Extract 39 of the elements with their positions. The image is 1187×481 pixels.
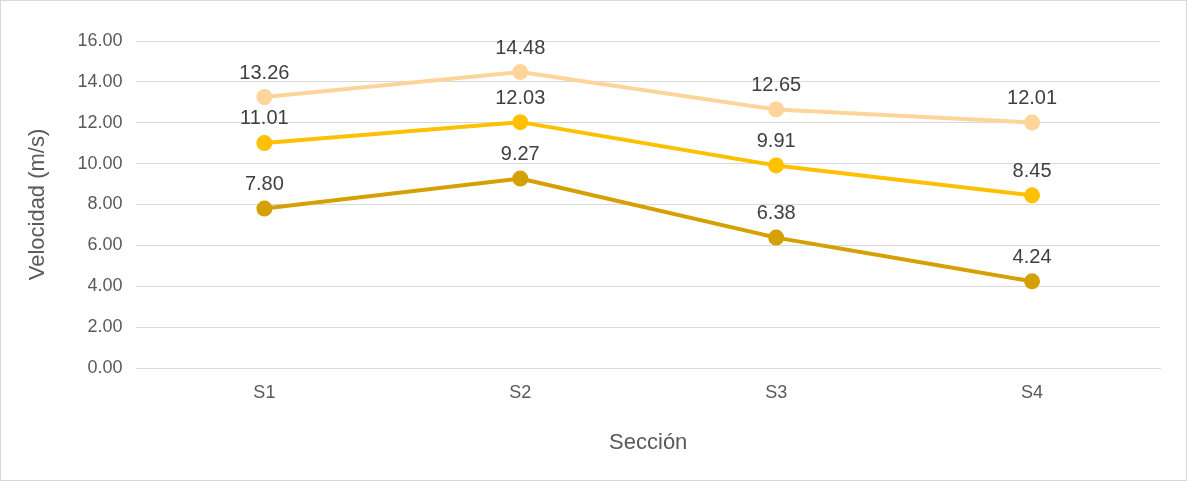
y-tick-label: 10.00 <box>77 152 123 173</box>
point <box>256 89 273 105</box>
y-tick-label: 4.00 <box>87 275 123 296</box>
x-axis-title: Sección <box>609 428 688 454</box>
point <box>1024 114 1041 131</box>
data-label: 14.48 <box>495 35 546 58</box>
data-label: 11.01 <box>240 106 289 129</box>
y-tick-label: 2.00 <box>87 316 123 337</box>
y-tick-label: 16.00 <box>77 29 123 50</box>
point <box>1024 187 1041 204</box>
y-tick-label: 6.00 <box>87 234 123 255</box>
data-label: 13.26 <box>239 60 290 83</box>
point <box>256 134 273 151</box>
x-tick-label: S2 <box>509 381 532 402</box>
data-label: 4.24 <box>1012 244 1052 267</box>
data-label: 12.65 <box>751 72 802 95</box>
y-tick-label: 0.00 <box>87 356 123 377</box>
point <box>768 101 785 118</box>
data-label: 12.03 <box>495 85 546 108</box>
point <box>768 229 785 246</box>
data-label: 7.80 <box>244 172 284 195</box>
point <box>512 170 529 187</box>
point <box>1024 273 1041 290</box>
y-tick-label: 12.00 <box>77 111 123 132</box>
data-label: 9.27 <box>500 142 540 165</box>
data-label: 8.45 <box>1012 158 1052 181</box>
y-tick-label: 8.00 <box>87 193 123 214</box>
point <box>256 200 273 217</box>
y-tick-label: 14.00 <box>77 70 123 91</box>
x-tick-label: S3 <box>765 381 788 402</box>
x-tick-label: S1 <box>253 381 276 402</box>
y-axis-title: Velocidad (m/s) <box>24 128 50 281</box>
point <box>512 64 529 81</box>
point <box>512 114 529 131</box>
data-label: 6.38 <box>756 201 796 224</box>
x-tick-label: S4 <box>1021 381 1044 402</box>
point <box>768 157 785 174</box>
data-label: 9.91 <box>756 128 796 151</box>
data-label: 12.01 <box>1007 86 1058 109</box>
